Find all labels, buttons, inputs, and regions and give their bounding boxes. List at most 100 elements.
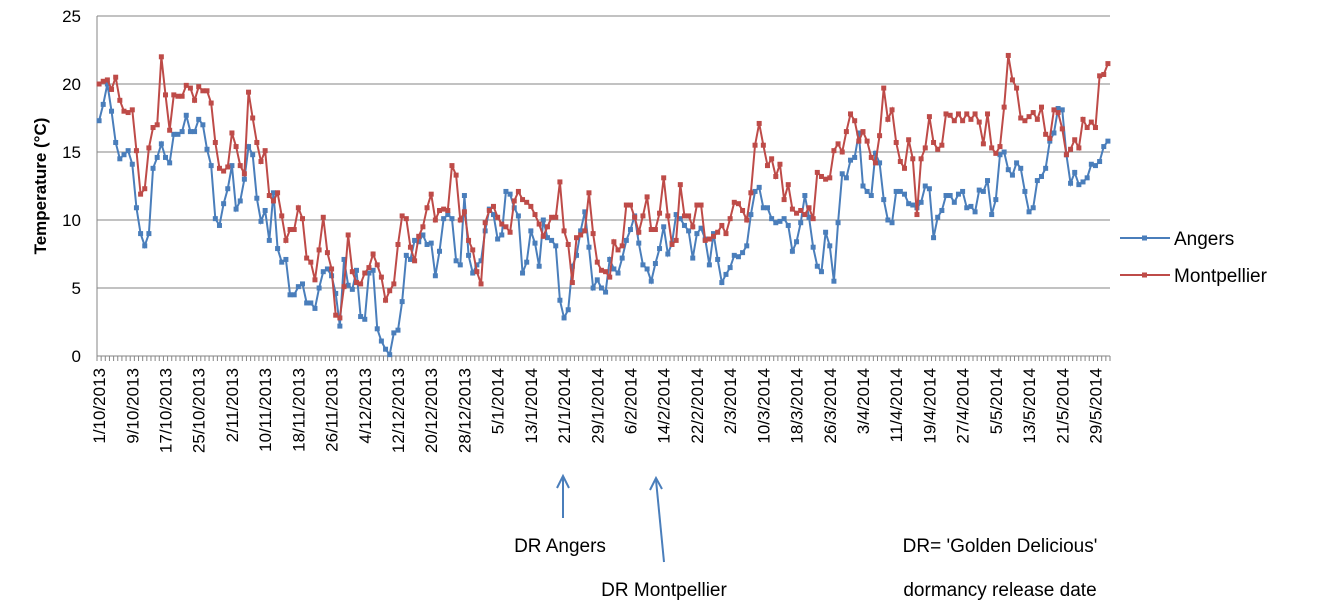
point-marker — [553, 214, 559, 220]
point-marker — [474, 269, 480, 275]
point-marker — [146, 145, 152, 151]
point-marker — [167, 127, 173, 133]
point-marker — [420, 232, 426, 238]
point-marker — [906, 201, 912, 207]
arrow-montpellier — [655, 479, 665, 563]
point-marker — [943, 193, 949, 199]
point-marker — [1001, 149, 1007, 155]
point-marker — [856, 130, 862, 136]
point-marker — [341, 256, 347, 262]
point-marker — [466, 252, 472, 258]
point-marker — [237, 198, 243, 204]
point-marker — [814, 263, 820, 269]
point-marker — [893, 188, 899, 194]
point-marker — [133, 205, 139, 211]
point-marker — [507, 229, 513, 235]
arrow-head — [649, 475, 663, 491]
point-marker — [221, 201, 227, 207]
point-marker — [922, 183, 928, 189]
point-marker — [507, 191, 513, 197]
point-marker — [848, 157, 854, 163]
point-marker — [939, 207, 945, 213]
point-marker — [785, 222, 791, 228]
point-marker — [723, 231, 729, 237]
point-marker — [532, 212, 538, 218]
point-marker — [669, 241, 675, 247]
point-marker — [333, 312, 339, 318]
legend-label: Montpellier — [1174, 266, 1268, 287]
point-marker — [686, 213, 692, 219]
point-marker — [773, 173, 779, 179]
point-marker — [931, 139, 937, 145]
point-marker — [972, 111, 978, 117]
point-marker — [557, 179, 563, 185]
x-tick-label: 26/11/2013 — [323, 368, 342, 452]
point-marker — [972, 209, 978, 215]
x-tick-label: 18/3/2014 — [788, 368, 807, 444]
point-marker — [283, 237, 289, 243]
point-marker — [370, 251, 376, 257]
x-tick-label: 9/10/2013 — [123, 368, 142, 444]
point-marker — [113, 74, 119, 80]
point-marker — [955, 191, 961, 197]
point-marker — [300, 281, 306, 287]
point-marker — [947, 112, 953, 118]
point-marker — [1055, 105, 1061, 111]
y-tick-label: 5 — [72, 279, 81, 298]
point-marker — [565, 307, 571, 313]
point-marker — [681, 213, 687, 219]
point-marker — [752, 188, 758, 194]
point-marker — [756, 184, 762, 190]
point-marker — [611, 239, 617, 245]
point-marker — [802, 193, 808, 199]
point-marker — [536, 263, 542, 269]
point-marker — [1005, 167, 1011, 173]
point-marker — [113, 139, 119, 145]
point-marker — [980, 141, 986, 147]
point-marker — [1076, 145, 1082, 151]
point-marker — [486, 207, 492, 213]
x-tick-label: 29/1/2014 — [588, 368, 607, 444]
point-marker — [316, 247, 322, 253]
point-marker — [681, 222, 687, 228]
legend-label: Angers — [1174, 229, 1234, 250]
point-marker — [270, 198, 276, 204]
x-tick-label: 13/1/2014 — [522, 368, 541, 444]
point-marker — [1068, 146, 1074, 152]
point-marker — [814, 169, 820, 175]
point-marker — [827, 175, 833, 181]
x-tick-label: 14/2/2014 — [655, 368, 674, 444]
x-tick-label: 12/12/2013 — [389, 368, 408, 453]
point-marker — [711, 233, 717, 239]
point-marker — [848, 111, 854, 117]
point-marker — [989, 145, 995, 151]
point-marker — [391, 330, 397, 336]
point-marker — [582, 209, 588, 215]
point-marker — [187, 129, 193, 135]
point-marker — [856, 138, 862, 144]
point-marker — [818, 173, 824, 179]
point-marker — [960, 188, 966, 194]
point-marker — [864, 188, 870, 194]
x-tick-label: 25/10/2013 — [190, 368, 209, 453]
point-marker — [781, 197, 787, 203]
point-marker — [569, 263, 575, 269]
point-marker — [843, 129, 849, 135]
point-marker — [270, 190, 276, 196]
point-marker — [897, 159, 903, 165]
point-marker — [715, 229, 721, 235]
point-marker — [312, 277, 318, 283]
point-marker — [329, 266, 335, 272]
point-marker — [1047, 138, 1053, 144]
point-marker — [1005, 52, 1011, 58]
point-marker — [698, 202, 704, 208]
point-marker — [1101, 71, 1107, 77]
point-marker — [831, 278, 837, 284]
point-marker — [511, 198, 517, 204]
x-tick-label: 4/12/2013 — [356, 368, 375, 444]
x-tick-label: 2/3/2014 — [721, 368, 740, 434]
point-marker — [881, 85, 887, 91]
point-marker — [163, 154, 169, 160]
point-marker — [598, 267, 604, 273]
point-marker — [1072, 169, 1078, 175]
